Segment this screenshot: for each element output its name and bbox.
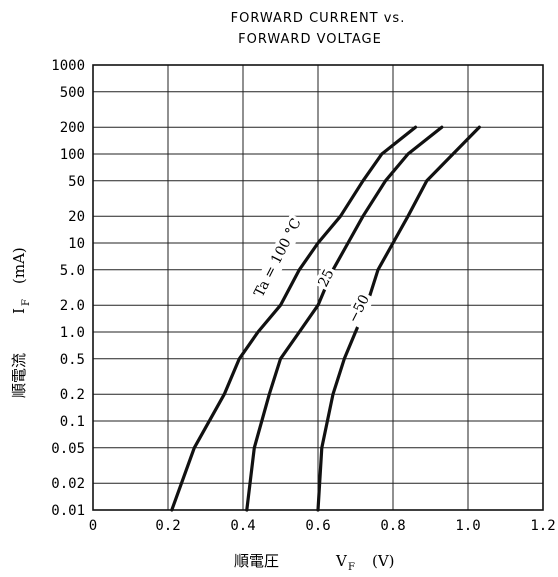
chart-title-line-1: FORWARD CURRENT vs. bbox=[231, 11, 406, 26]
series-label-text: Ta = 100 °C bbox=[251, 216, 304, 300]
x-axis-label-unit: (V) bbox=[372, 552, 395, 570]
x-tick-label: 0.6 bbox=[305, 518, 330, 534]
y-axis-label-symbol: I bbox=[10, 308, 28, 314]
series-label-background bbox=[249, 213, 307, 303]
series-lines bbox=[170, 125, 481, 512]
x-tick-labels: 0 0.2 0.4 0.6 0.8 1.0 1.2 bbox=[89, 518, 556, 534]
y-axis-label-kanji: 順電流 bbox=[10, 353, 28, 398]
y-tick-label: 0.01 bbox=[51, 503, 85, 519]
x-tick-label: 0 bbox=[89, 518, 97, 534]
y-tick-label: 5.0 bbox=[60, 263, 85, 279]
series-line-2 bbox=[316, 125, 481, 512]
series-label-background bbox=[313, 264, 340, 293]
series-label-background bbox=[343, 289, 375, 329]
y-axis-label: 順電流 I F (mA) bbox=[10, 247, 32, 398]
x-axis-label-kanji: 順電圧 bbox=[234, 552, 279, 570]
series-line-0 bbox=[170, 125, 418, 512]
y-tick-label: 1000 bbox=[51, 58, 85, 74]
x-tick-label: 1.2 bbox=[530, 518, 555, 534]
y-tick-label: 0.2 bbox=[60, 387, 85, 403]
y-axis-label-subscript: F bbox=[21, 299, 32, 306]
y-axis-label-unit: (mA) bbox=[10, 247, 28, 284]
y-tick-label: 2.0 bbox=[60, 298, 85, 314]
y-tick-label: 100 bbox=[60, 147, 85, 163]
x-axis-label: 順電圧 V F (V) bbox=[234, 552, 395, 573]
y-tick-label: 0.1 bbox=[60, 414, 85, 430]
series-label-1: 25 bbox=[313, 264, 340, 293]
y-tick-label: 0.02 bbox=[51, 476, 85, 492]
x-axis-label-symbol: V bbox=[335, 552, 348, 570]
y-tick-label: 1.0 bbox=[60, 325, 85, 341]
y-tick-label: 0.5 bbox=[60, 352, 85, 368]
x-tick-label: 0.4 bbox=[230, 518, 255, 534]
y-tick-label: 500 bbox=[60, 85, 85, 101]
y-tick-labels: 1000 500 200 100 50 20 10 5.0 2.0 1.0 0.5 0.2 0.1 0.0… bbox=[51, 58, 85, 519]
y-tick-label: 200 bbox=[60, 120, 85, 136]
x-tick-label: 1.0 bbox=[455, 518, 480, 534]
y-tick-label: 20 bbox=[68, 209, 85, 225]
x-tick-label: 0.8 bbox=[380, 518, 405, 534]
series-label-0: Ta = 100 °C bbox=[249, 213, 307, 303]
y-tick-label: 50 bbox=[68, 174, 85, 190]
series-label-text: 25 bbox=[315, 267, 337, 290]
y-tick-label: 10 bbox=[68, 236, 85, 252]
chart-title-line-2: FORWARD VOLTAGE bbox=[238, 32, 382, 47]
x-axis-label-subscript: F bbox=[348, 562, 355, 573]
x-tick-label: 0.2 bbox=[155, 518, 180, 534]
y-tick-label: 0.05 bbox=[51, 441, 85, 457]
